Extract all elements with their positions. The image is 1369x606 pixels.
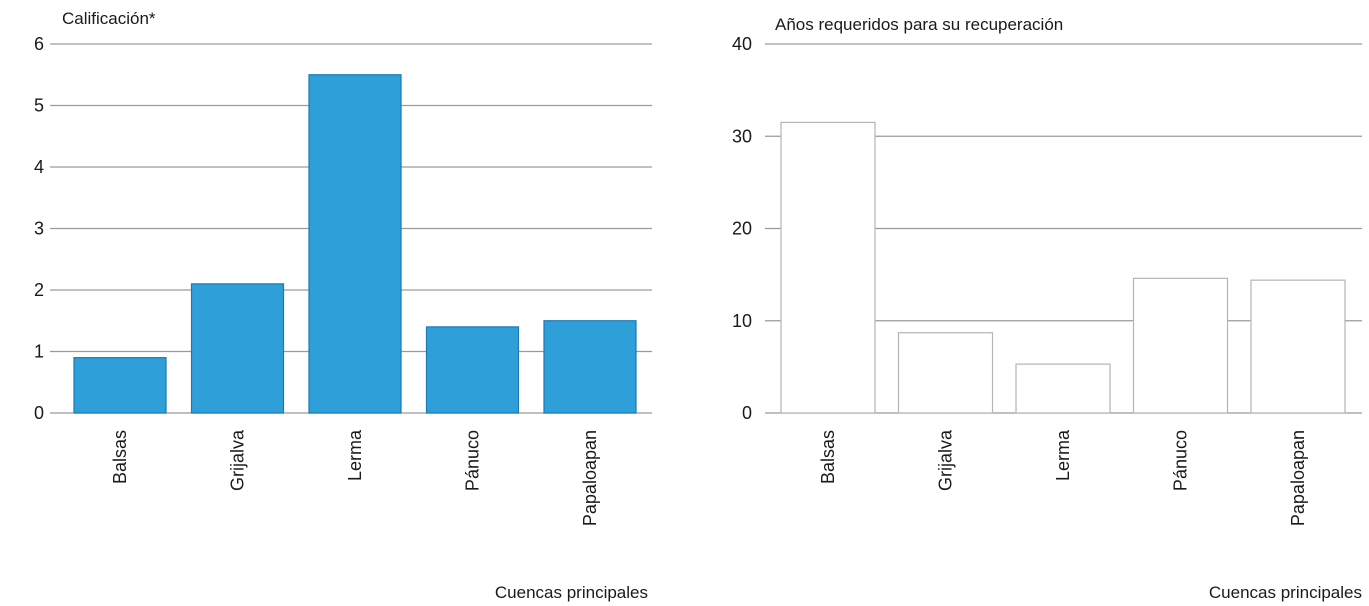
chart-calificacion-ylabel: Calificación* [62, 9, 156, 28]
bar-balsas [73, 357, 167, 414]
chart-anos-recuperacion-ylabel: Años requeridos para su recuperación [775, 15, 1063, 34]
x-tick-label: Lerma [345, 429, 365, 481]
y-tick-label: 20 [732, 219, 752, 239]
x-tick-label: Pánuco [1171, 430, 1191, 491]
chart-calificacion-yticks: 0 1 2 3 4 5 6 [34, 34, 44, 423]
y-tick-label: 2 [34, 280, 44, 300]
bar-papaloapan [543, 320, 637, 414]
chart-anos-recuperacion-xlabel: Cuencas principales [1209, 583, 1362, 602]
x-tick-label: Balsas [110, 430, 130, 484]
y-tick-label: 6 [34, 34, 44, 54]
chart-calificacion-bars [73, 74, 637, 414]
chart-calificacion: Calificación* 0 1 2 3 4 5 6 Balsas Grijalva Lerm… [34, 9, 652, 602]
bar-grijalva [190, 283, 285, 414]
chart-anos-recuperacion-xticks: Balsas Grijalva Lerma Pánuco Papaloapan [818, 429, 1308, 526]
x-tick-label: Grijalva [936, 429, 956, 491]
y-tick-label: 10 [732, 311, 752, 331]
bar-p-nuco [1132, 277, 1229, 414]
y-tick-label: 5 [34, 96, 44, 116]
y-tick-label: 4 [34, 157, 44, 177]
y-tick-label: 1 [34, 342, 44, 362]
chart-anos-recuperacion: Años requeridos para su recuperación 0 10… [732, 15, 1362, 602]
bar-papaloapan [1250, 279, 1346, 414]
x-tick-label: Lerma [1053, 429, 1073, 481]
chart-calificacion-xticks: Balsas Grijalva Lerma Pánuco Papaloapan [110, 429, 600, 526]
chart-anos-recuperacion-bars [780, 121, 1346, 414]
bar-lerma [308, 74, 402, 414]
y-tick-label: 40 [732, 34, 752, 54]
bar-p-nuco [425, 326, 520, 414]
x-tick-label: Papaloapan [1288, 430, 1308, 526]
bar-lerma [1015, 363, 1111, 414]
x-tick-label: Grijalva [228, 429, 248, 491]
chart-calificacion-xlabel: Cuencas principales [495, 583, 648, 602]
x-tick-label: Pánuco [463, 430, 483, 491]
y-tick-label: 0 [34, 403, 44, 423]
bar-grijalva [897, 332, 994, 414]
y-tick-label: 0 [742, 403, 752, 423]
x-tick-label: Papaloapan [580, 430, 600, 526]
bar-balsas [780, 121, 876, 414]
y-tick-label: 3 [34, 219, 44, 239]
y-tick-label: 30 [732, 126, 752, 146]
chart-anos-recuperacion-yticks: 0 10 20 30 40 [732, 34, 752, 423]
x-tick-label: Balsas [818, 430, 838, 484]
